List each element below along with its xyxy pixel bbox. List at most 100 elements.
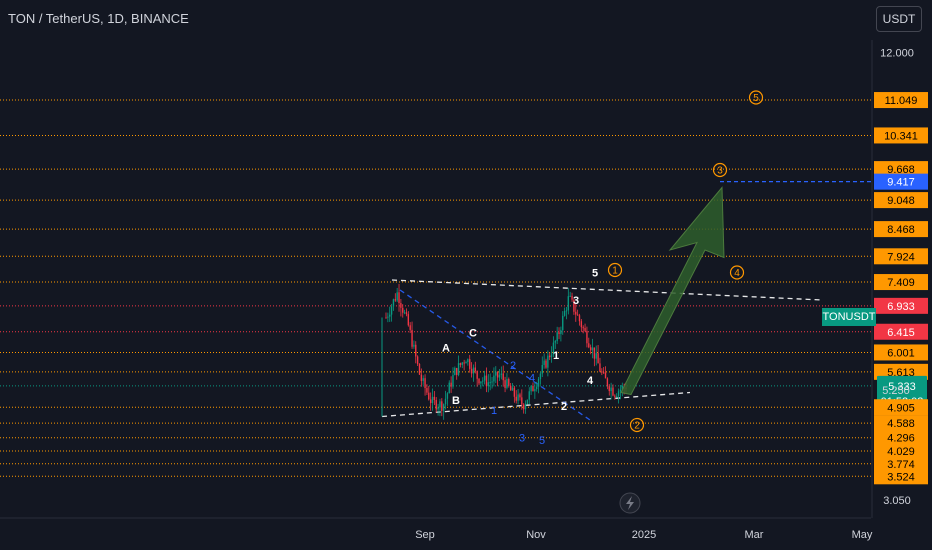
candle-body: [539, 373, 542, 380]
wave-circle-marker: [729, 265, 745, 280]
price-level-label: 9.668: [887, 164, 915, 176]
candle-body: [562, 315, 564, 331]
candle-body: [448, 382, 450, 394]
price-level-box: [874, 344, 928, 361]
wave-label-blue[interactable]: 1: [491, 405, 497, 417]
candle-body: [435, 399, 437, 410]
wave-label-circled[interactable]: 2: [634, 421, 640, 432]
lower-trendline[interactable]: [381, 391, 691, 418]
price-level-box: [874, 221, 928, 238]
price-level-label: 10.341: [884, 130, 918, 142]
wave-label[interactable]: A: [442, 343, 450, 355]
candle-body: [565, 310, 568, 312]
candle-body: [405, 312, 408, 315]
candle-body: [554, 341, 557, 343]
wave-label-blue[interactable]: 2: [510, 360, 516, 372]
candle-body: [487, 382, 490, 387]
candle-body: [472, 367, 475, 374]
candle-body: [387, 316, 389, 318]
candle-body: [483, 375, 486, 381]
wave-label[interactable]: 2: [561, 401, 567, 413]
candle-body: [459, 363, 462, 365]
candle-body: [415, 344, 417, 357]
candle-body: [571, 295, 573, 300]
candle-body: [580, 321, 583, 328]
candle-body: [617, 391, 620, 397]
candle-body: [474, 367, 477, 372]
candle-body: [424, 378, 426, 389]
candle-body: [502, 373, 504, 381]
candle-body: [543, 360, 545, 365]
wave-label[interactable]: 5: [592, 268, 598, 280]
candle-body: [413, 344, 415, 347]
candle-body: [455, 368, 458, 375]
candle-body: [602, 372, 605, 374]
price-level-label: 9.048: [887, 195, 915, 207]
candle-body: [560, 330, 562, 334]
candle-body: [535, 386, 538, 390]
candle-body: [511, 387, 514, 391]
candle-body: [591, 347, 594, 351]
candle-body: [465, 362, 467, 364]
candle-body: [575, 311, 577, 315]
candle-body: [537, 379, 540, 387]
wave-label-circled[interactable]: 3: [717, 166, 723, 177]
price-level-label: 11.049: [885, 95, 918, 107]
candle-body: [454, 368, 456, 376]
wave-label-blue[interactable]: 4: [529, 373, 535, 385]
currency-button[interactable]: USDT: [876, 6, 922, 32]
candle-body: [621, 385, 623, 390]
price-level-label: 4.029: [887, 446, 915, 458]
candle-body: [422, 378, 424, 381]
wave-label-circled[interactable]: 1: [612, 266, 618, 277]
candle-body: [515, 396, 517, 401]
wave-label[interactable]: B: [452, 395, 460, 407]
projection-arrow[interactable]: [620, 186, 725, 396]
candle-body: [573, 299, 575, 312]
wave-label[interactable]: C: [469, 328, 477, 340]
candle-body: [524, 403, 527, 410]
wave-label-blue[interactable]: 3: [519, 433, 525, 445]
price-level-label: 5.250: [882, 385, 910, 397]
wave-label[interactable]: 3: [573, 295, 579, 307]
price-level-box: [874, 429, 928, 446]
candle-body: [407, 314, 410, 326]
wave-circle-marker: [607, 262, 623, 278]
candle-body: [532, 386, 534, 392]
candle-body: [400, 303, 402, 308]
wave-label-circled[interactable]: 5: [753, 93, 759, 104]
candle-body: [534, 389, 536, 392]
candle-body: [416, 356, 419, 364]
descending-channel-line[interactable]: [399, 289, 591, 421]
candle-body: [457, 363, 460, 375]
symbol-header[interactable]: TON / TetherUS, 1D, BINANCE: [8, 11, 189, 26]
candle-body: [504, 380, 506, 388]
price-level-label: 6.415: [887, 327, 915, 339]
candle-body: [517, 394, 519, 401]
candle-body: [441, 401, 443, 411]
candle-body: [496, 371, 499, 378]
candle-body: [526, 399, 529, 404]
wave-label[interactable]: 1: [553, 350, 559, 362]
price-level-box: [874, 92, 928, 109]
candle-body: [476, 371, 478, 379]
candle-body: [461, 362, 463, 365]
candle-body: [444, 398, 447, 405]
wave-label-blue[interactable]: 5: [539, 435, 545, 447]
wave-circle-marker: [748, 90, 764, 105]
price-level-label: 3.774: [887, 459, 915, 471]
candle-body: [482, 380, 484, 382]
candle-body: [418, 363, 421, 375]
wave-label-circled[interactable]: 4: [734, 268, 740, 279]
price-level-box: [874, 443, 928, 460]
price-level-box: [874, 192, 928, 209]
wave-circle-marker: [712, 162, 728, 178]
price-level-label: 4.588: [887, 418, 915, 430]
price-level-label: 4.905: [887, 402, 915, 414]
wave-label[interactable]: 4: [587, 375, 594, 387]
ticker-label: TONUSDT: [822, 308, 876, 326]
price-level-box: [874, 415, 928, 432]
candle-body: [403, 312, 406, 314]
time-axis-tick: Sep: [415, 529, 435, 541]
